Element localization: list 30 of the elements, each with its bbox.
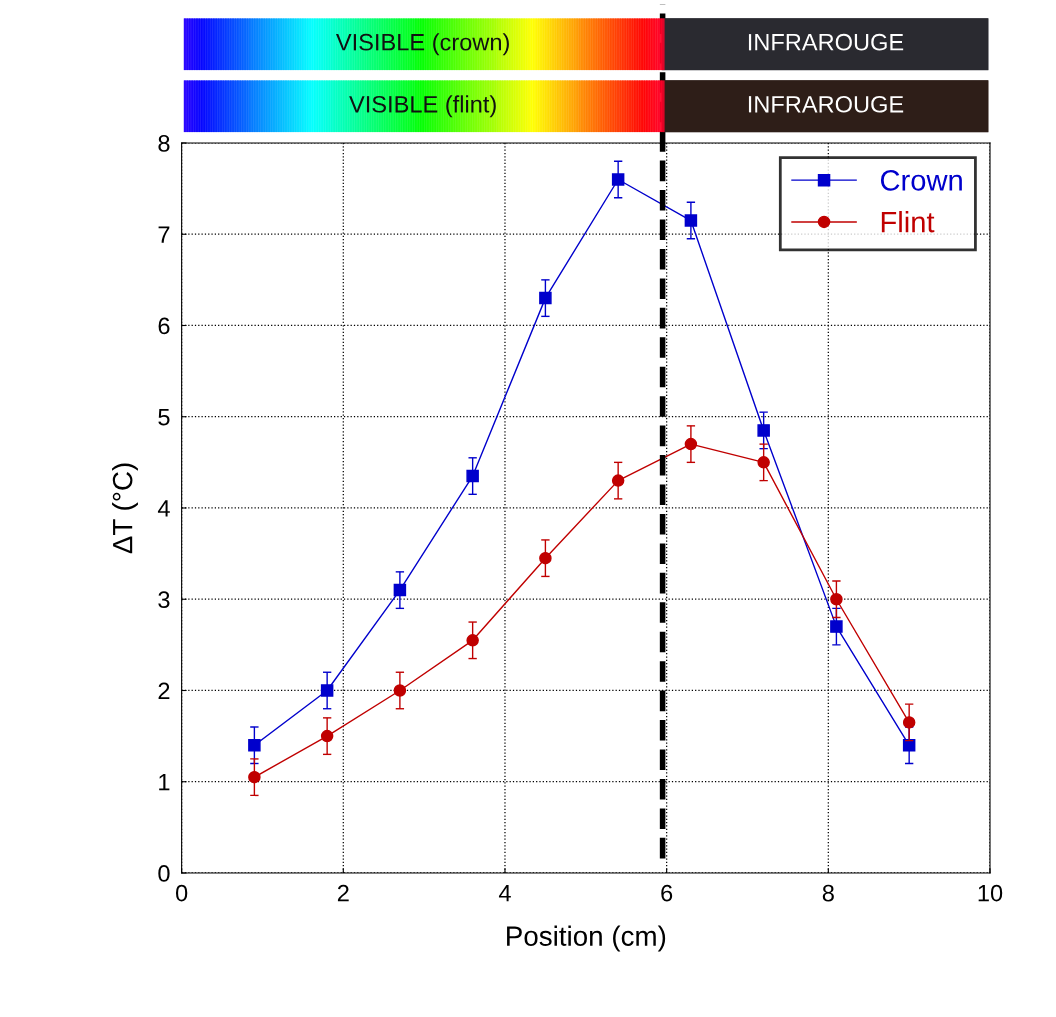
text: INFRAROUGE (748, 95, 904, 113)
point (757, 424, 770, 437)
x-tick-label: 8 (822, 884, 834, 902)
point (539, 551, 552, 565)
x-tick-label: 6 (661, 884, 673, 902)
x-tick-label: 0 (175, 884, 188, 902)
point (466, 469, 479, 483)
point (830, 620, 843, 633)
text: VISIBLE (crown) (335, 33, 509, 56)
y-axis-title: ΔT (°C) (112, 463, 138, 554)
x-tick-label: 10 (978, 884, 1003, 902)
y-tick-label: 1 (159, 774, 170, 791)
y-tick-label: 4 (157, 500, 170, 517)
text: INFRAROUGE (748, 33, 904, 51)
y-tick-label: 7 (158, 226, 170, 243)
x-axis-title: Position (cm) (507, 925, 666, 952)
point (539, 291, 552, 305)
x-tick-label: 2 (337, 884, 349, 902)
legend-label: Crown (880, 170, 962, 191)
y-tick-label: 8 (158, 135, 170, 152)
x-tick-label: 4 (498, 884, 511, 902)
y-tick-label: 3 (158, 591, 170, 609)
y-tick-label: 6 (158, 317, 170, 335)
y-tick-label: 5 (158, 409, 170, 426)
y-tick-label: 2 (158, 682, 170, 700)
legend-label: Flint (881, 211, 935, 233)
point (248, 738, 261, 752)
y-tick-label: 0 (158, 865, 170, 882)
text: VISIBLE (flint) (349, 95, 496, 118)
point (830, 592, 843, 606)
